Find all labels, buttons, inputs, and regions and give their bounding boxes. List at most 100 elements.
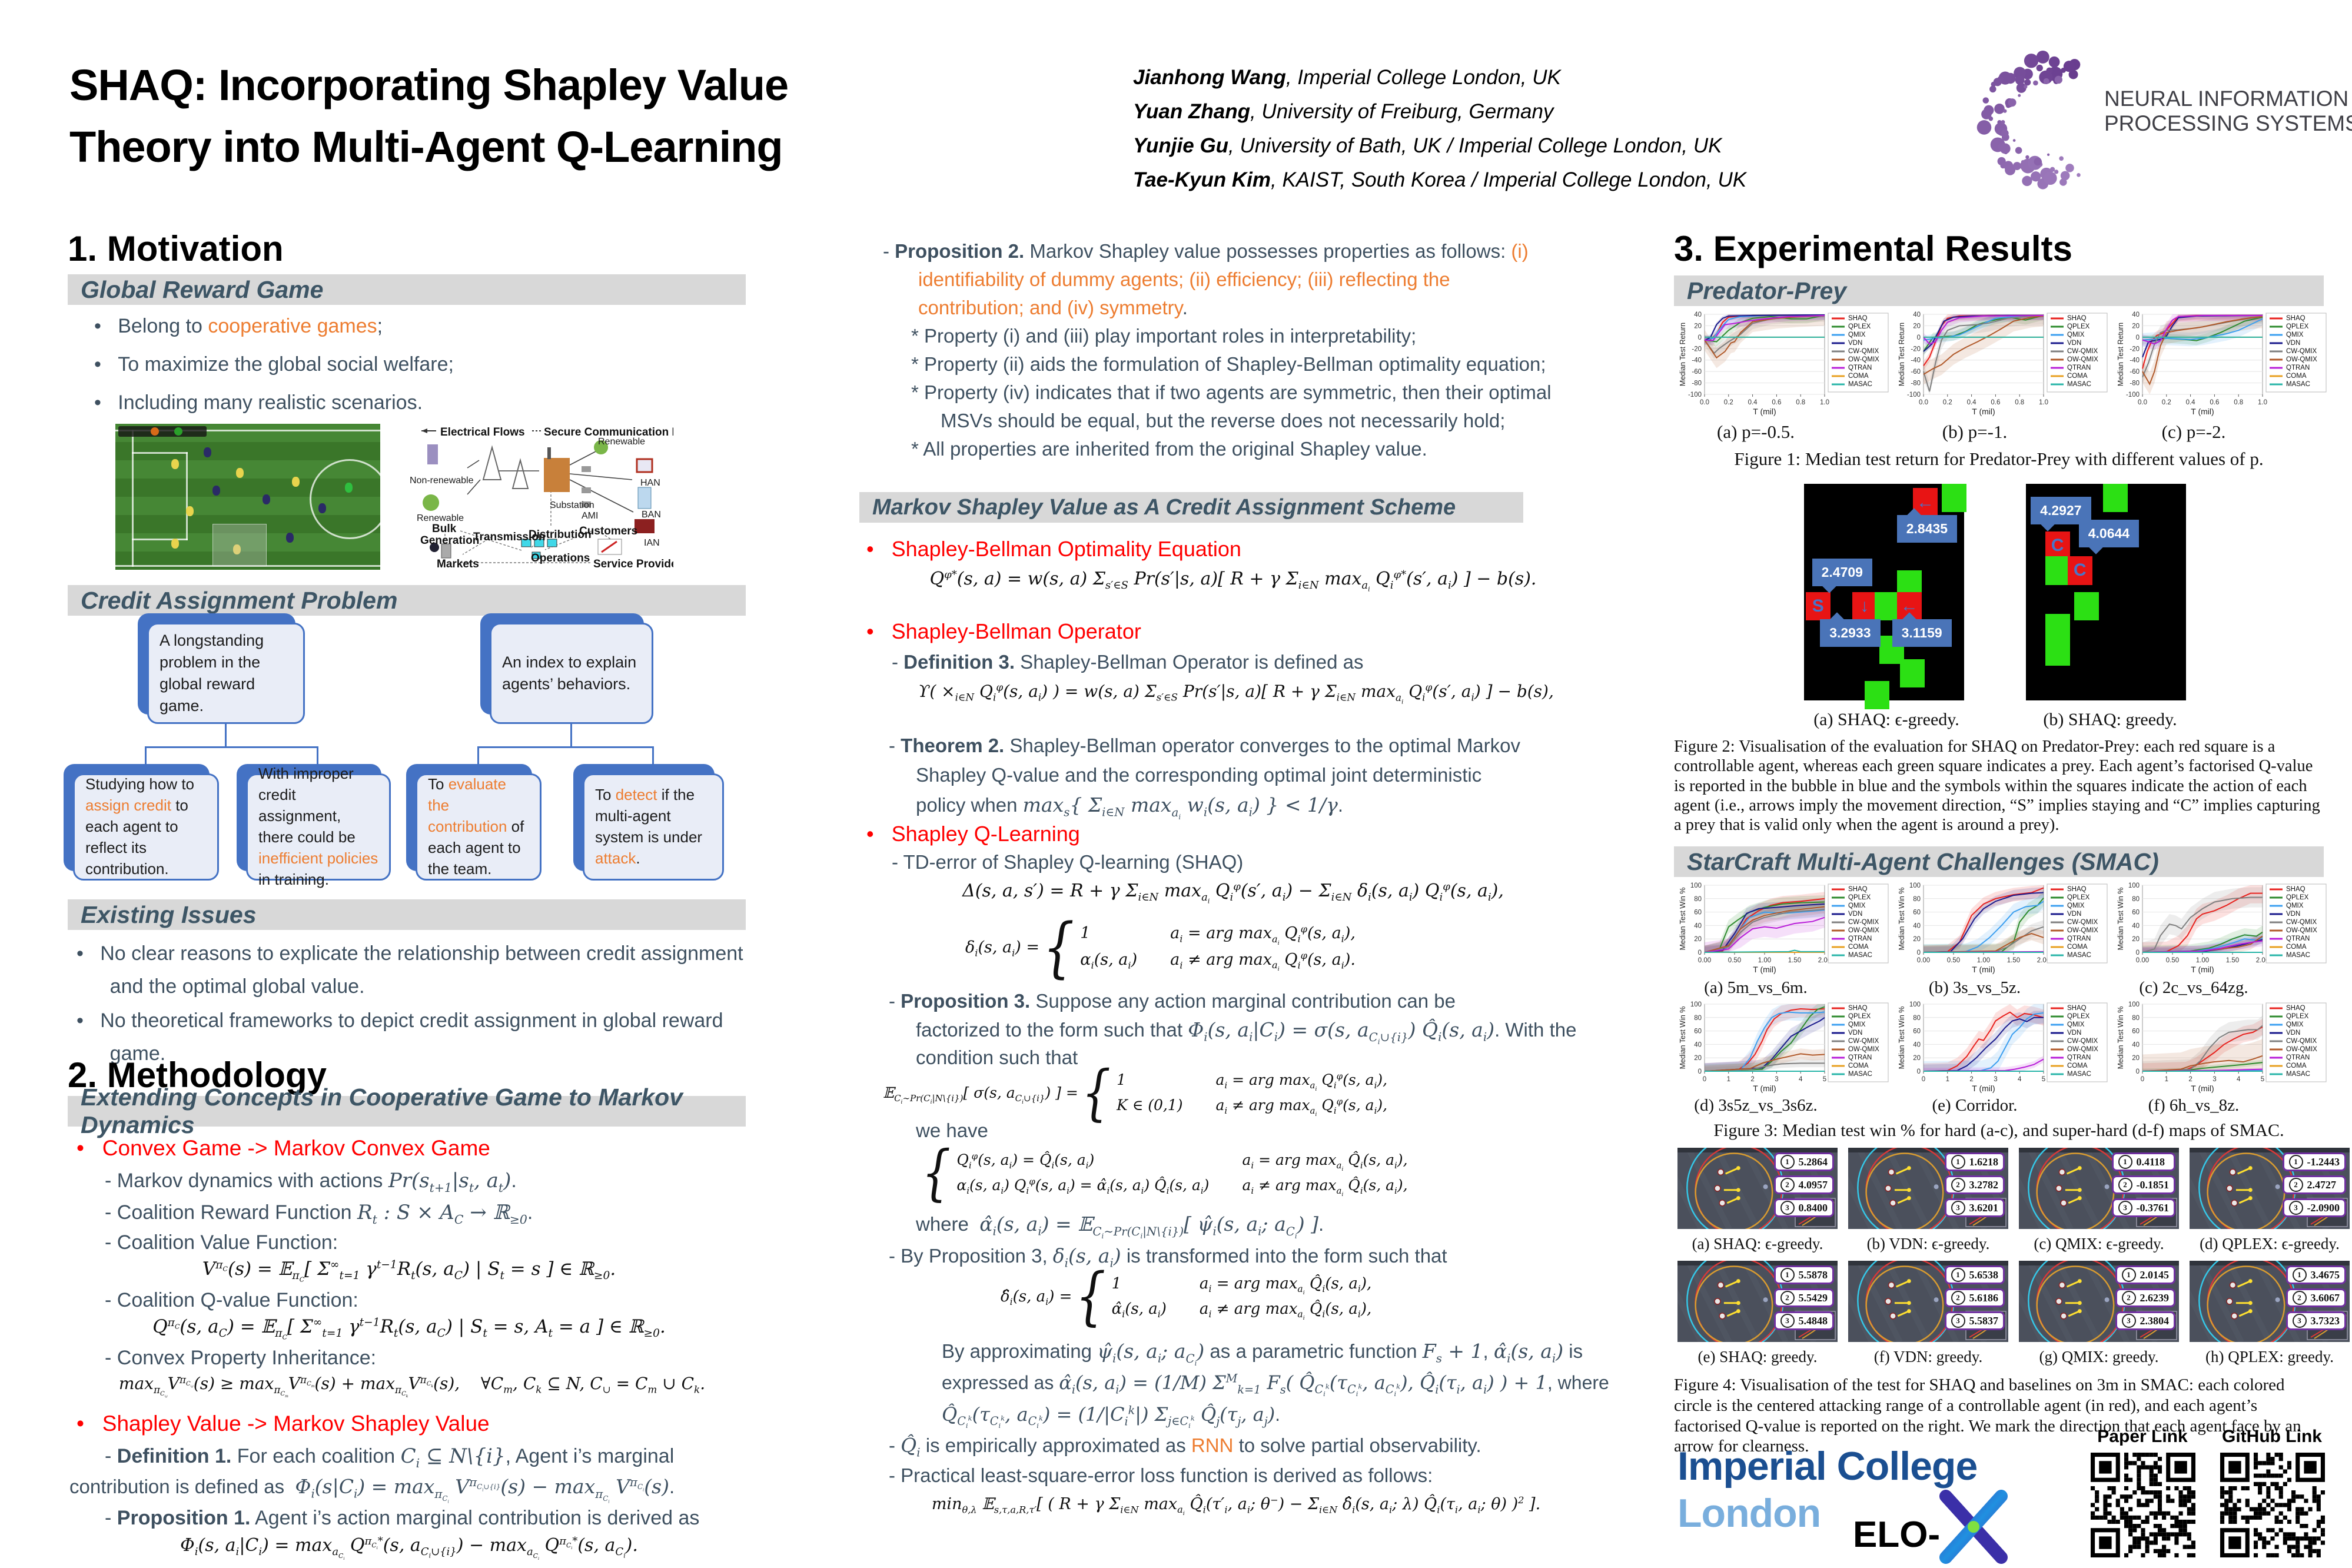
svg-text:COMA: COMA <box>2286 373 2307 380</box>
svg-text:0.50: 0.50 <box>1728 957 1741 964</box>
svg-text:0.50: 0.50 <box>1947 957 1960 964</box>
svg-text:40: 40 <box>1694 922 1702 929</box>
svg-text:CW-QMIX: CW-QMIX <box>1848 348 1879 355</box>
svg-text:-100: -100 <box>1907 391 1921 398</box>
q-value-bubble: 3.1159 <box>1892 612 1952 647</box>
flowchart-connector <box>570 724 572 746</box>
svg-text:1.50: 1.50 <box>2007 957 2020 964</box>
caption-fig4-c: (c) QMIX: ϵ-greedy. <box>2034 1235 2164 1253</box>
svg-text:80: 80 <box>2132 1015 2140 1022</box>
svg-text:80: 80 <box>1913 1015 1921 1022</box>
caption-fig2-b: (b) SHAQ: greedy. <box>2043 710 2177 729</box>
svg-text:SHAQ: SHAQ <box>1848 1005 1868 1012</box>
svg-text:CW-QMIX: CW-QMIX <box>2286 919 2317 926</box>
rnn-line: - Q̂i is empirically approximated as RNN… <box>889 1434 1481 1460</box>
svg-text:-60: -60 <box>1692 368 1702 376</box>
chart-smac-corridor: 100 80 60 40 20 0 0 1 2 3 4 5 T (mil) Median Test Win… <box>1896 1001 2110 1095</box>
svg-text:Median Test Win %: Median Test Win % <box>1898 888 1906 951</box>
svg-text:0.00: 0.00 <box>1698 957 1711 964</box>
flowchart-box-assign-credit: Studying how to assign credit to each ag… <box>73 773 219 881</box>
svg-text:0.8: 0.8 <box>2234 399 2243 406</box>
figure2-panel-greedy: C C 4.2927 4.0644 <box>2026 484 2186 700</box>
svg-text:QTRAN: QTRAN <box>2067 364 2091 371</box>
item-coalition-value: - Coalition Value Function: <box>105 1231 338 1254</box>
svg-text:COMA: COMA <box>1848 373 1869 380</box>
neurips-logo-text: NEURAL INFORMATION PROCESSING SYSTEMS <box>2104 87 2352 135</box>
svg-text:0.4: 0.4 <box>1967 399 1977 406</box>
svg-text:0.6: 0.6 <box>1991 399 2000 406</box>
svg-text:QPLEX: QPLEX <box>2067 1013 2090 1020</box>
imperial-college-logo-line1: Imperial College <box>1677 1444 1978 1489</box>
svg-text:80: 80 <box>1694 1015 1702 1022</box>
svg-text:3: 3 <box>1775 1076 1778 1083</box>
svg-text:QMIX: QMIX <box>1848 1021 1866 1028</box>
smart-grid-label: Renewable <box>417 513 464 523</box>
svg-text:SHAQ: SHAQ <box>2286 315 2306 322</box>
q-value-bubble: 2.8435 <box>1896 508 1958 543</box>
smart-grid-label: Generation <box>420 534 480 547</box>
svg-text:QPLEX: QPLEX <box>2286 1013 2309 1020</box>
svg-text:20: 20 <box>1694 1055 1702 1062</box>
expressed-as-line: expressed as α̂i(s, ai) = (1/M) ΣMk=1 Fs… <box>942 1371 1609 1398</box>
caption-fig4-a: (a) SHAQ: ϵ-greedy. <box>1692 1235 1823 1253</box>
chart-smac-6h8z: 100 80 60 40 20 0 0 1 2 3 4 5 T (mil) Median Test Win… <box>2115 1001 2328 1095</box>
svg-text:Median Test Win %: Median Test Win % <box>1679 888 1687 951</box>
svg-text:0: 0 <box>1922 1076 1925 1083</box>
svg-text:QTRAN: QTRAN <box>2286 935 2310 942</box>
svg-text:0: 0 <box>1917 1068 1921 1075</box>
svg-text:-80: -80 <box>1692 380 1702 387</box>
issue-1: • No clear reasons to explicate the rela… <box>77 942 743 998</box>
q-value-chip: 1 -1.2443 <box>2282 1152 2346 1171</box>
svg-text:T (mil): T (mil) <box>1753 965 1776 974</box>
svg-text:VDN: VDN <box>2286 911 2300 918</box>
prey-cell <box>1874 592 1899 621</box>
figure4-panel-b: 1 1.6218 2 3.2782 3 3.6201 <box>1848 1148 2008 1229</box>
q-value-chip: 3 5.5837 <box>1944 1311 2005 1330</box>
proposition-3-line3: condition such that <box>916 1047 1078 1068</box>
svg-text:100: 100 <box>1690 882 1702 889</box>
brace: { <box>1081 1058 1111 1128</box>
svg-text:3: 3 <box>2213 1076 2216 1083</box>
agent-cell: C <box>2045 531 2070 560</box>
svg-text:0.0: 0.0 <box>1919 399 1928 406</box>
svg-text:60: 60 <box>1913 1028 1921 1035</box>
q-value-bubble: 2.4709 <box>1812 558 1872 593</box>
paper-link-label: Paper Link <box>2097 1427 2188 1446</box>
item-markov-dynamics: - Markov dynamics with actions Pr(st+1|s… <box>105 1169 517 1195</box>
svg-text:1.50: 1.50 <box>1788 957 1801 964</box>
smart-grid-label: Bulk <box>432 523 457 535</box>
formula-td-error: Δ(s, a, s′) = R + γ Σi∈N maxai Qiφ(s′, a… <box>962 881 1504 905</box>
q-value-chip: 3 3.7323 <box>2285 1311 2346 1330</box>
flowchart-box-improper-credit: With improper credit assignment, there c… <box>246 765 391 888</box>
author-line: Tae-Kyun Kim, KAIST, South Korea / Imper… <box>1133 168 1747 191</box>
chart-predator-prey-b: 40 20 0 -20 -40 -60 -80 -100 0.0 0.2 0.4 0.6 0.8 1.0 T… <box>1896 311 2110 418</box>
smart-grid-lines <box>421 428 655 563</box>
smart-grid-label: Distribution <box>529 529 592 541</box>
definition-1-line1: - Definition 1. For each coalition Ci ⊆ … <box>105 1444 675 1470</box>
agent-cell: C <box>2067 556 2092 585</box>
svg-text:QPLEX: QPLEX <box>2067 323 2090 330</box>
svg-text:20: 20 <box>2132 323 2140 330</box>
svg-text:-60: -60 <box>1911 368 1921 376</box>
svg-text:4: 4 <box>2237 1076 2241 1083</box>
q-value-chip: 1 5.2864 <box>1773 1152 1834 1171</box>
svg-text:QTRAN: QTRAN <box>2286 364 2310 371</box>
svg-text:CW-QMIX: CW-QMIX <box>2067 348 2098 355</box>
svg-text:QPLEX: QPLEX <box>2286 894 2309 901</box>
item-convex-inheritance: - Convex Property Inheritance: <box>105 1347 377 1369</box>
svg-text:SHAQ: SHAQ <box>2067 886 2087 893</box>
formula-loss: minθ,λ 𝔼s,τ,a,R,τ′[ ( R + γ Σi∈N maxai Q… <box>931 1494 1541 1517</box>
prey-cell <box>1941 484 1966 513</box>
smart-grid-label: Secure Communication Flows <box>544 426 673 438</box>
svg-text:60: 60 <box>2132 909 2140 916</box>
caption-fig3-a: (a) 5m_vs_6m. <box>1704 978 1808 997</box>
svg-text:1.0: 1.0 <box>1820 399 1829 406</box>
formula-proposition-1: Φi(s, ai|Ci) = maxaCi QπCi*(s, aCi∪{i}) … <box>180 1535 638 1561</box>
theorem-2-line2: Shapley Q-value and the corresponding op… <box>916 764 1482 786</box>
svg-text:1: 1 <box>1946 1076 1949 1083</box>
smart-grid-label: BAN <box>642 510 661 520</box>
svg-text:0.0: 0.0 <box>1700 399 1709 406</box>
